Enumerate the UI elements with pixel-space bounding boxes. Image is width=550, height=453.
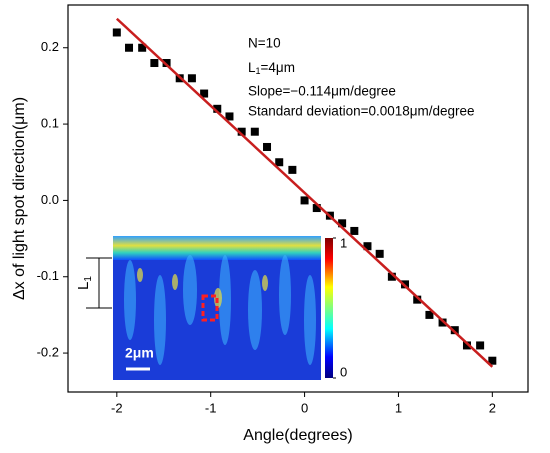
text-part: 1 xyxy=(83,276,94,282)
x-tick-label: 2 xyxy=(489,400,496,415)
data-point xyxy=(375,249,384,258)
data-point xyxy=(200,89,209,98)
x-axis-title: Angle(degrees) xyxy=(243,427,352,444)
data-point xyxy=(476,341,485,350)
colorbar-tick-label: 1 xyxy=(340,235,347,250)
data-point xyxy=(300,196,309,205)
data-point xyxy=(263,142,272,151)
y-tick-label: 0.1 xyxy=(41,116,59,131)
data-point xyxy=(237,127,246,136)
x-tick-label: -2 xyxy=(111,400,123,415)
data-point xyxy=(250,127,259,136)
x-tick-label: 0 xyxy=(301,400,308,415)
annotation: Slope=−0.114μm/degree xyxy=(248,84,396,99)
text-part: =4μm xyxy=(261,60,295,75)
data-point xyxy=(363,242,372,251)
text-part: L xyxy=(248,60,256,75)
data-point xyxy=(162,59,171,68)
scale-bar-label: 2μm xyxy=(125,345,154,361)
data-point xyxy=(213,104,222,113)
data-point xyxy=(350,226,359,235)
y-tick-label: -0.1 xyxy=(37,268,59,283)
length-label: L1 xyxy=(75,276,94,290)
data-point xyxy=(275,158,284,167)
annotation: N=10 xyxy=(248,36,281,51)
data-point xyxy=(225,112,234,121)
data-point xyxy=(150,59,159,68)
fit-line xyxy=(115,17,494,368)
data-point xyxy=(138,43,147,52)
data-point xyxy=(450,326,459,335)
y-tick-label: -0.2 xyxy=(37,345,59,360)
colorbar-tick-label: 0 xyxy=(340,364,347,379)
data-point xyxy=(112,28,121,37)
x-tick-label: -1 xyxy=(205,400,217,415)
data-point xyxy=(438,318,447,327)
y-tick-label: 0.0 xyxy=(41,192,59,207)
data-point xyxy=(413,295,422,304)
data-point xyxy=(387,272,396,281)
y-tick-label: 0.2 xyxy=(41,39,59,54)
data-point xyxy=(187,74,196,83)
annotation: Standard deviation=0.0018μm/degree xyxy=(248,104,475,119)
data-point xyxy=(288,165,297,174)
x-tick-label: 1 xyxy=(395,400,402,415)
data-point xyxy=(338,219,347,228)
text-part: 1 xyxy=(256,66,261,76)
plot-frame xyxy=(67,4,529,393)
text-part: L xyxy=(75,282,92,290)
data-point xyxy=(488,356,497,365)
data-point xyxy=(312,204,321,213)
y-axis-title: Δx of light spot direction(μm) xyxy=(11,97,28,300)
data-point xyxy=(462,341,471,350)
inset-image xyxy=(86,236,333,380)
data-point xyxy=(425,310,434,319)
data-point xyxy=(125,43,134,52)
annotation: L1=4μm xyxy=(248,60,295,77)
